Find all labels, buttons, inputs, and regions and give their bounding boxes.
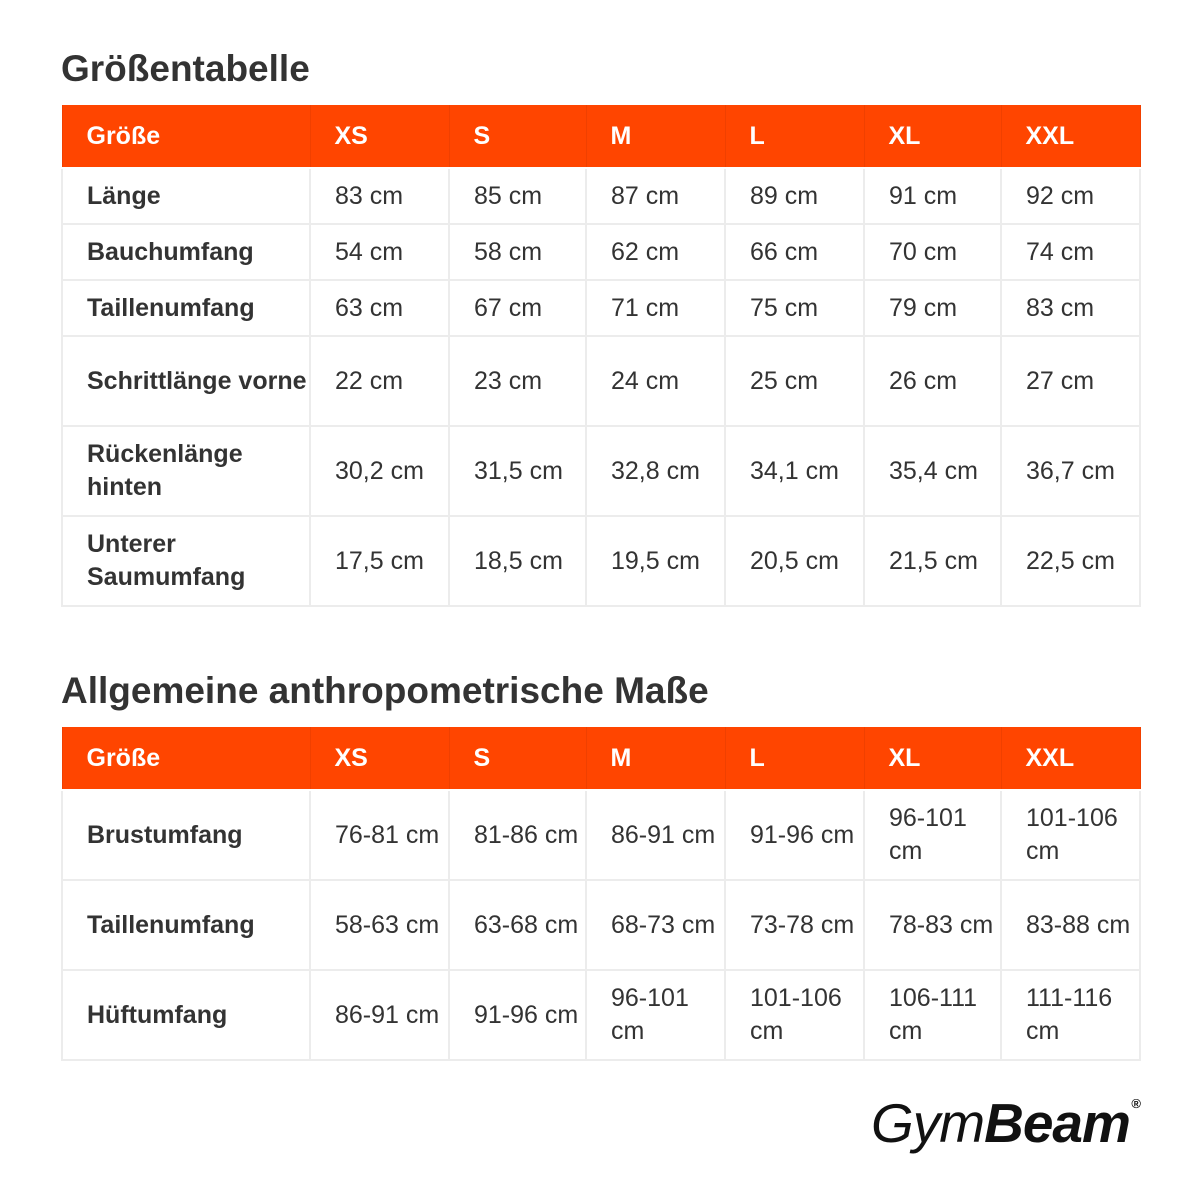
table-cell: 92 cm xyxy=(1000,167,1141,225)
table-cell: 81-86 cm xyxy=(448,789,587,881)
table-cell: 91 cm xyxy=(863,167,1002,225)
table-cell: 62 cm xyxy=(585,223,726,281)
row-label: Taillenumfang xyxy=(61,279,311,337)
table-cell: 22,5 cm xyxy=(1000,515,1141,607)
header-cell-s: S xyxy=(448,105,587,169)
table-header-row: Größe XS S M L XL XXL xyxy=(61,105,1141,169)
size-chart-table: Größe XS S M L XL XXL Länge 83 cm 85 cm … xyxy=(61,105,1141,607)
table-cell: 35,4 cm xyxy=(863,425,1002,517)
table-cell: 32,8 cm xyxy=(585,425,726,517)
header-cell-m: M xyxy=(585,105,726,169)
table-cell: 68-73 cm xyxy=(585,879,726,971)
table-cell: 111-116 cm xyxy=(1000,969,1141,1061)
table-cell: 106-111 cm xyxy=(863,969,1002,1061)
table-row: Schrittlänge vorne 22 cm 23 cm 24 cm 25 … xyxy=(61,335,1141,427)
header-cell-size: Größe xyxy=(61,727,311,791)
table-cell: 27 cm xyxy=(1000,335,1141,427)
table-cell: 70 cm xyxy=(863,223,1002,281)
logo-text-gym: Gym xyxy=(871,1092,985,1154)
row-label: Brustumfang xyxy=(61,789,311,881)
table-cell: 63-68 cm xyxy=(448,879,587,971)
table-cell: 96-101 cm xyxy=(863,789,1002,881)
table-cell: 66 cm xyxy=(724,223,865,281)
header-cell-xs: XS xyxy=(309,105,450,169)
header-cell-xl: XL xyxy=(863,105,1002,169)
size-chart-title: Größentabelle xyxy=(61,48,310,89)
table-cell: 25 cm xyxy=(724,335,865,427)
table-cell: 83-88 cm xyxy=(1000,879,1141,971)
table-cell: 75 cm xyxy=(724,279,865,337)
table-cell: 67 cm xyxy=(448,279,587,337)
table-cell: 91-96 cm xyxy=(448,969,587,1061)
table-row: Brustumfang 76-81 cm 81-86 cm 86-91 cm 9… xyxy=(61,789,1141,881)
header-cell-xxl: XXL xyxy=(1000,727,1141,791)
header-cell-size: Größe xyxy=(61,105,311,169)
table-cell: 85 cm xyxy=(448,167,587,225)
table-cell: 89 cm xyxy=(724,167,865,225)
row-label: Hüftumfang xyxy=(61,969,311,1061)
table-row: Bauchumfang 54 cm 58 cm 62 cm 66 cm 70 c… xyxy=(61,223,1141,281)
table-cell: 19,5 cm xyxy=(585,515,726,607)
table-cell: 79 cm xyxy=(863,279,1002,337)
header-cell-m: M xyxy=(585,727,726,791)
table-row: Rückenlänge hinten 30,2 cm 31,5 cm 32,8 … xyxy=(61,425,1141,517)
table-cell: 21,5 cm xyxy=(863,515,1002,607)
table-row: Taillenumfang 63 cm 67 cm 71 cm 75 cm 79… xyxy=(61,279,1141,337)
table-cell: 78-83 cm xyxy=(863,879,1002,971)
table-cell: 34,1 cm xyxy=(724,425,865,517)
gymbeam-logo: GymBeam ® xyxy=(871,1095,1141,1155)
table-cell: 18,5 cm xyxy=(448,515,587,607)
table-cell: 91-96 cm xyxy=(724,789,865,881)
table-cell: 26 cm xyxy=(863,335,1002,427)
header-cell-xxl: XXL xyxy=(1000,105,1141,169)
table-cell: 86-91 cm xyxy=(309,969,450,1061)
table-cell: 63 cm xyxy=(309,279,450,337)
header-cell-s: S xyxy=(448,727,587,791)
table-cell: 54 cm xyxy=(309,223,450,281)
table-cell: 73-78 cm xyxy=(724,879,865,971)
registered-mark: ® xyxy=(1131,1096,1141,1111)
table-cell: 17,5 cm xyxy=(309,515,450,607)
table-cell: 87 cm xyxy=(585,167,726,225)
header-cell-xs: XS xyxy=(309,727,450,791)
table-row: Hüftumfang 86-91 cm 91-96 cm 96-101 cm 1… xyxy=(61,969,1141,1061)
table-cell: 101-106 cm xyxy=(724,969,865,1061)
table-cell: 86-91 cm xyxy=(585,789,726,881)
table-cell: 31,5 cm xyxy=(448,425,587,517)
table-cell: 71 cm xyxy=(585,279,726,337)
header-cell-l: L xyxy=(724,727,865,791)
table-cell: 24 cm xyxy=(585,335,726,427)
table-cell: 58-63 cm xyxy=(309,879,450,971)
row-label: Unterer Saumumfang xyxy=(61,515,311,607)
row-label: Bauchumfang xyxy=(61,223,311,281)
header-cell-xl: XL xyxy=(863,727,1002,791)
table-row: Unterer Saumumfang 17,5 cm 18,5 cm 19,5 … xyxy=(61,515,1141,607)
table-cell: 83 cm xyxy=(1000,279,1141,337)
table-cell: 30,2 cm xyxy=(309,425,450,517)
table-cell: 23 cm xyxy=(448,335,587,427)
anthropometric-table: Größe XS S M L XL XXL Brustumfang 76-81 … xyxy=(61,727,1141,1061)
row-label: Rückenlänge hinten xyxy=(61,425,311,517)
table-header-row: Größe XS S M L XL XXL xyxy=(61,727,1141,791)
table-cell: 36,7 cm xyxy=(1000,425,1141,517)
table-row: Länge 83 cm 85 cm 87 cm 89 cm 91 cm 92 c… xyxy=(61,167,1141,225)
table-cell: 58 cm xyxy=(448,223,587,281)
anthropometric-title: Allgemeine anthropometrische Maße xyxy=(61,670,709,711)
table-cell: 22 cm xyxy=(309,335,450,427)
logo-text-beam: Beam xyxy=(984,1092,1131,1154)
table-cell: 83 cm xyxy=(309,167,450,225)
table-cell: 20,5 cm xyxy=(724,515,865,607)
table-cell: 74 cm xyxy=(1000,223,1141,281)
row-label: Schrittlänge vorne xyxy=(61,335,311,427)
table-cell: 101-106 cm xyxy=(1000,789,1141,881)
header-cell-l: L xyxy=(724,105,865,169)
table-cell: 76-81 cm xyxy=(309,789,450,881)
row-label: Länge xyxy=(61,167,311,225)
table-cell: 96-101 cm xyxy=(585,969,726,1061)
row-label: Taillenumfang xyxy=(61,879,311,971)
table-row: Taillenumfang 58-63 cm 63-68 cm 68-73 cm… xyxy=(61,879,1141,971)
